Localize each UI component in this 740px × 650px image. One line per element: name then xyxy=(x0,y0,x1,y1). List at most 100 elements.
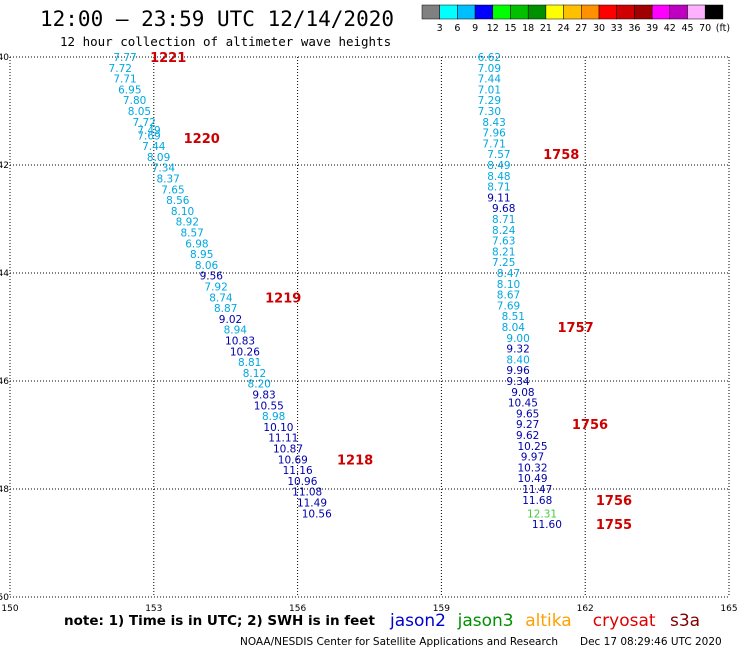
colorbar-swatch xyxy=(704,4,724,20)
wave-height-value: 9.00 xyxy=(506,333,529,345)
pass-time-label: 1757 xyxy=(558,321,594,336)
wave-height-value: 8.40 xyxy=(506,354,529,366)
wave-height-value: 10.26 xyxy=(230,346,260,358)
colorbar-swatch xyxy=(616,4,635,20)
wave-height-value: 9.62 xyxy=(516,430,539,442)
colorbar-tick-label: 9 xyxy=(472,23,478,34)
wave-height-value: 7.80 xyxy=(123,95,146,107)
wave-height-value: 8.74 xyxy=(209,292,233,304)
wave-height-value: 8.94 xyxy=(224,325,248,337)
color-scale-bar: 3 6 9 12 15 18 21 24 27 30 33 36 39 42 45 70 (ft) xyxy=(421,4,730,34)
wave-height-value: 7.96 xyxy=(482,128,506,140)
x-tick-label: 156 xyxy=(289,604,306,614)
wave-height-value: 10.25 xyxy=(517,441,547,453)
wave-height-value: 10.83 xyxy=(225,336,255,348)
wave-height-value: 10.87 xyxy=(273,444,303,456)
wave-height-value: 8.10 xyxy=(171,206,194,218)
page-title: 12:00 – 23:59 UTC 12/14/2020 xyxy=(40,7,394,31)
wave-height-value: 7.72 xyxy=(109,63,132,75)
colorbar-swatch xyxy=(651,4,671,20)
wave-height-value: 7.65 xyxy=(161,184,184,196)
colorbar-swatch xyxy=(545,4,564,20)
wave-height-value: 7.30 xyxy=(478,106,501,118)
wave-height-value: 8.57 xyxy=(180,228,203,240)
wave-height-value: 9.02 xyxy=(219,314,242,326)
wave-height-value: 8.49 xyxy=(487,160,510,172)
wave-height-value: 10.10 xyxy=(263,422,293,434)
wave-height-value: 8.05 xyxy=(128,106,151,118)
wave-height-value: 7.57 xyxy=(487,149,510,161)
wave-height-value: 8.56 xyxy=(166,195,190,207)
wave-height-value: 9.97 xyxy=(521,452,544,464)
wave-height-value: 9.11 xyxy=(487,192,510,204)
wave-height-value: 8.04 xyxy=(502,322,526,334)
wave-height-value: 7.72 xyxy=(133,117,156,129)
colorbar-swatch xyxy=(510,4,529,20)
wave-height-value: 7.69 xyxy=(137,130,160,142)
wave-height-value: 10.45 xyxy=(508,398,538,410)
colorbar-swatch xyxy=(474,4,494,20)
colorbar-swatch xyxy=(457,4,476,20)
colorbar-tick-label: 12 xyxy=(487,23,499,34)
pass-time-label: 1758 xyxy=(543,148,579,163)
x-axis-tick-labels: 150 153 156 159 162 165 xyxy=(1,604,737,614)
colorbar-swatch xyxy=(634,4,653,20)
wave-height-value: 8.92 xyxy=(176,217,199,229)
pass-time-label: 1755 xyxy=(596,518,632,533)
wave-height-value: 7.44 xyxy=(142,141,166,153)
y-tick-label: 40 xyxy=(0,53,9,63)
legend-s3a: s3a xyxy=(670,611,700,631)
wave-height-value: 8.20 xyxy=(248,379,271,391)
colorbar-tick-label: 70 xyxy=(699,23,711,34)
wave-height-value: 9.27 xyxy=(516,419,539,431)
wave-height-value: 7.44 xyxy=(478,74,502,86)
wave-height-value: 8.98 xyxy=(262,411,285,423)
colorbar-tick-label: 15 xyxy=(504,23,516,34)
wave-height-value: 6.62 xyxy=(478,52,501,64)
wave-height-value: 6.95 xyxy=(118,84,141,96)
y-tick-label: 44 xyxy=(0,269,9,279)
wave-height-value: 10.56 xyxy=(302,508,332,520)
wave-height-value: 7.01 xyxy=(478,84,501,96)
wave-height-value: 8.67 xyxy=(497,290,520,302)
colorbar-tick-label: 45 xyxy=(681,23,693,34)
colorbar-swatch xyxy=(598,4,617,20)
colorbar-tick-label: 6 xyxy=(454,23,460,34)
wave-height-value: 8.51 xyxy=(502,311,525,323)
colorbar-tick-label: 33 xyxy=(611,23,623,34)
wave-height-value: 8.87 xyxy=(214,303,237,315)
colorbar-swatch xyxy=(492,4,511,20)
y-axis-tick-labels: 40 42 44 46 48 50 xyxy=(0,53,9,603)
wave-height-value: 8.21 xyxy=(492,246,515,258)
wave-height-value: 9.34 xyxy=(506,376,530,388)
wave-height-value: 10.69 xyxy=(278,454,308,466)
wave-height-value: 9.65 xyxy=(516,408,539,420)
y-tick-label: 46 xyxy=(0,377,9,387)
wave-height-value: 7.77 xyxy=(113,52,136,64)
footer-timestamp: Dec 17 08:29:46 UTC 2020 xyxy=(580,636,722,648)
pass-time-labels: 1221 1220 1219 1218 1758 1757 1756 1756 1755 xyxy=(150,51,632,533)
footer-credit: NOAA/NESDIS Center for Satellite Applica… xyxy=(240,636,558,648)
wave-height-value: 11.68 xyxy=(522,495,552,507)
wave-height-value: 11.08 xyxy=(292,487,322,499)
wave-height-value: 11.60 xyxy=(532,519,562,531)
x-tick-label: 153 xyxy=(145,604,162,614)
wave-height-value: 8.09 xyxy=(147,152,170,164)
wave-height-value: 8.43 xyxy=(482,117,505,129)
footer-note: note: 1) Time is in UTC; 2) SWH is in fe… xyxy=(64,613,375,629)
wave-height-value: 8.71 xyxy=(487,182,510,194)
wave-height-value: 7.34 xyxy=(152,163,176,175)
colorbar-tick-label: 24 xyxy=(558,23,570,34)
wave-height-value: 11.16 xyxy=(283,465,313,477)
colorbar-tick-label: 27 xyxy=(575,23,587,34)
wave-height-value: 8.81 xyxy=(238,357,261,369)
pass-time-label: 1220 xyxy=(184,132,220,147)
wave-height-value: 11.11 xyxy=(268,433,298,445)
colorbar-tick-label: (ft) xyxy=(716,23,730,34)
colorbar-swatch xyxy=(669,4,688,20)
pass-time-label: 1221 xyxy=(150,51,186,66)
wave-height-value: 9.96 xyxy=(506,365,530,377)
wave-height-value: 9.08 xyxy=(511,387,534,399)
satellite-legend: jason2 jason3 altika cryosat s3a xyxy=(389,611,700,631)
legend-jason3: jason3 xyxy=(457,611,514,631)
